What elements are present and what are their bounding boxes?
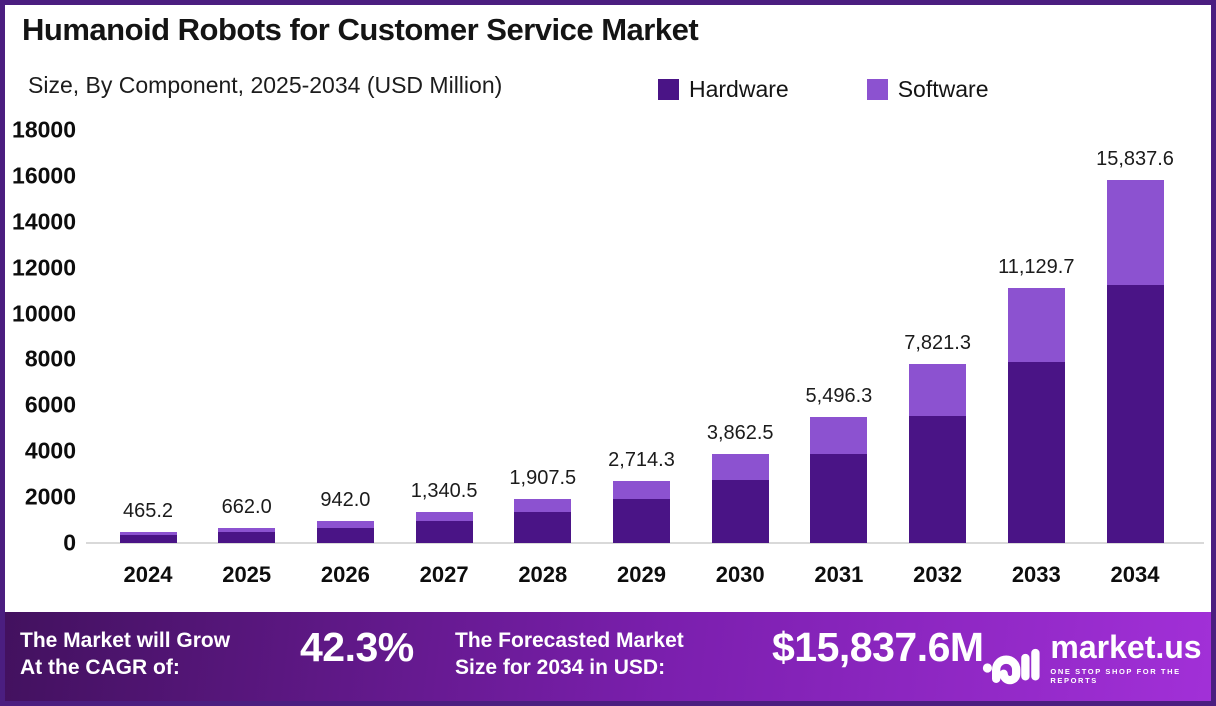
legend-label-software: Software — [897, 76, 989, 102]
x-axis-label: 2024 — [123, 562, 173, 587]
legend-item-software: Software — [866, 76, 989, 103]
bar-software-segment — [218, 527, 276, 533]
bar-group: 3,862.5 — [707, 422, 774, 543]
bar-software-segment — [1106, 179, 1164, 286]
cagr-label-line2: At the CAGR of: — [20, 656, 180, 680]
x-axis-label: 2028 — [518, 562, 568, 587]
bar-software-segment — [514, 499, 572, 512]
bar-software-segment — [810, 416, 868, 454]
bar-software-segment — [909, 363, 967, 416]
bar-hardware-segment — [218, 532, 276, 543]
bar-value-label: 1,907.5 — [509, 467, 577, 490]
bar-hardware-segment — [415, 521, 473, 543]
market-us-logo-icon — [982, 648, 1040, 685]
software-swatch-icon — [866, 79, 888, 100]
bar-group: 1,340.5 — [411, 480, 477, 543]
brand-tagline: ONE STOP SHOP FOR THE REPORTS — [1050, 666, 1181, 685]
bar-hardware-segment — [1106, 285, 1164, 543]
y-axis-tick: 18000 — [12, 116, 76, 143]
bar-group: 2,714.3 — [608, 449, 675, 543]
bar-software-segment — [613, 480, 670, 499]
x-axis-label: 2029 — [617, 562, 666, 587]
y-axis-tick: 2000 — [24, 483, 76, 510]
cagr-label-line1: The Market will Grow — [20, 629, 231, 652]
forecast-label: The Forecasted Market Size for 2034 in U… — [455, 627, 684, 682]
bar-value-label: 662.0 — [221, 495, 272, 518]
brand-logo-group: market.us ONE STOP SHOP FOR THE REPORTS — [982, 630, 1216, 686]
bar-hardware-segment — [119, 535, 177, 543]
bar-group: 5,496.3 — [806, 385, 872, 543]
y-axis-tick: 4000 — [24, 437, 76, 464]
x-axis-label: 2026 — [320, 562, 370, 587]
bar-hardware-segment — [810, 453, 868, 543]
bar-hardware-segment — [711, 480, 769, 543]
bar-value-label: 465.2 — [122, 500, 174, 523]
bar-software-segment — [1007, 287, 1065, 362]
forecast-label-line2: Size for 2034 in USD: — [455, 656, 666, 680]
bar-value-label: 1,340.5 — [410, 480, 478, 503]
x-axis-label: 2030 — [715, 562, 765, 587]
x-axis-label: 2027 — [419, 562, 469, 587]
bar-software-segment — [415, 512, 473, 522]
brand-name: market.us — [1050, 629, 1202, 666]
hardware-swatch-icon — [658, 79, 679, 100]
bar-software-segment — [316, 521, 374, 528]
chart-legend: Hardware Software — [658, 76, 988, 103]
legend-label-hardware: Hardware — [689, 76, 789, 102]
forecast-value: $15,837.6M — [772, 624, 984, 670]
bar-group: 7,821.3 — [904, 332, 971, 543]
y-axis-tick: 14000 — [12, 208, 76, 235]
bar-hardware-segment — [909, 415, 967, 543]
x-axis-label: 2032 — [913, 562, 963, 587]
bar-group: 1,907.5 — [509, 467, 576, 543]
y-axis-tick: 0 — [63, 529, 76, 556]
bar-group: 11,129.7 — [998, 256, 1074, 543]
forecast-label-line1: The Forecasted Market — [455, 629, 684, 652]
cagr-value: 42.3% — [300, 624, 414, 670]
chart-subtitle: Size, By Component, 2025-2034 (USD Milli… — [28, 72, 503, 98]
x-axis-label: 2034 — [1110, 562, 1160, 587]
y-axis-tick: 16000 — [12, 162, 76, 189]
x-axis-line — [86, 542, 1204, 544]
bar-value-label: 942.0 — [320, 489, 371, 512]
y-axis-tick: 8000 — [24, 345, 76, 372]
bar-software-segment — [711, 454, 769, 481]
page-title: Humanoid Robots for Customer Service Mar… — [22, 12, 699, 47]
bar-value-label: 5,496.3 — [805, 384, 873, 407]
bar-hardware-segment — [613, 498, 670, 543]
bar-software-segment — [119, 532, 177, 536]
brand-text: market.us ONE STOP SHOP FOR THE REPORTS — [1050, 631, 1216, 685]
legend-item-hardware: Hardware — [658, 76, 789, 103]
bar-group: 465.2 — [119, 500, 177, 543]
bar-group: 15,837.6 — [1096, 148, 1174, 543]
bar-hardware-segment — [514, 511, 572, 543]
bar-value-label: 7,821.3 — [904, 331, 971, 354]
cagr-label: The Market will Grow At the CAGR of: — [20, 627, 230, 682]
bar-value-label: 15,837.6 — [1096, 147, 1174, 170]
x-axis-label: 2025 — [222, 562, 272, 587]
bar-hardware-segment — [1007, 361, 1065, 543]
bar-hardware-segment — [316, 527, 374, 543]
bar-group: 942.0 — [316, 489, 374, 543]
bar-group: 662.0 — [218, 496, 276, 543]
footer-banner: The Market will Grow At the CAGR of: 42.… — [0, 612, 1216, 706]
x-axis-label: 2033 — [1011, 562, 1061, 587]
y-axis-tick: 12000 — [12, 254, 76, 281]
x-axis-label: 2031 — [814, 562, 864, 587]
bar-value-label: 11,129.7 — [998, 255, 1075, 278]
bar-value-label: 2,714.3 — [608, 448, 675, 471]
y-axis-tick: 6000 — [24, 391, 76, 418]
y-axis-tick: 10000 — [12, 300, 76, 327]
bar-value-label: 3,862.5 — [706, 422, 774, 445]
